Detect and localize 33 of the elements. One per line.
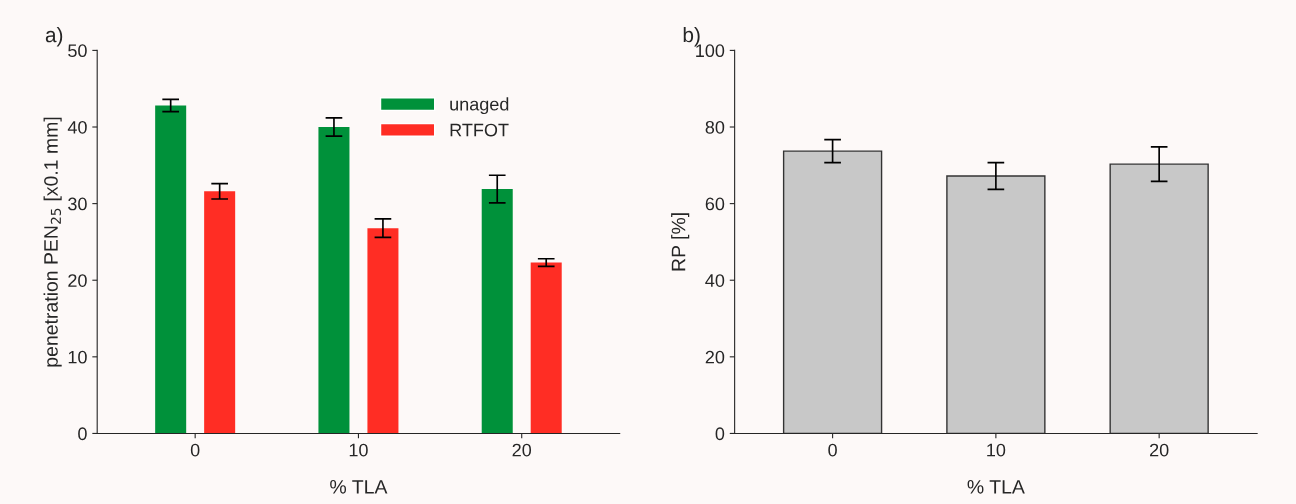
x-axis-title: % TLA <box>330 480 388 494</box>
bar <box>155 105 187 434</box>
y-axis-title: penetration PEN$_{25}$ [x0.1 mm] <box>43 117 62 367</box>
bar <box>530 262 562 434</box>
bar <box>481 189 513 434</box>
y-axis-title: RP [%] <box>671 213 690 271</box>
y-tick-label: 40 <box>67 120 87 134</box>
x-tick-label: 0 <box>190 443 200 457</box>
chart-title: a) <box>45 26 63 47</box>
y-tick-label: 10 <box>68 350 87 364</box>
y-tick-label: 0 <box>715 427 725 441</box>
y-tick-label: 40 <box>705 274 725 287</box>
bar <box>782 150 883 434</box>
y-tick-label: 50 <box>68 44 87 58</box>
y-tick-label: 20 <box>68 274 87 287</box>
bar <box>1109 163 1209 434</box>
x-axis-title: % TLA <box>967 480 1025 494</box>
y-tick-label: 80 <box>705 120 725 134</box>
legend-label: RTFOT <box>450 123 509 137</box>
x-tick-label: 0 <box>828 443 837 457</box>
bar <box>367 228 399 434</box>
y-tick-label: 0 <box>78 427 87 441</box>
bar <box>318 127 350 434</box>
y-tick-label: 60 <box>705 197 725 211</box>
bar <box>204 191 236 434</box>
x-tick-label: 10 <box>987 443 1006 457</box>
y-tick-label: 20 <box>705 350 725 364</box>
x-tick-label: 20 <box>512 443 532 457</box>
x-tick-label: 20 <box>1150 443 1169 457</box>
y-tick-label: 30 <box>68 197 87 211</box>
bar <box>946 175 1046 434</box>
legend-label: unaged <box>450 97 509 115</box>
x-tick-label: 10 <box>349 443 368 457</box>
